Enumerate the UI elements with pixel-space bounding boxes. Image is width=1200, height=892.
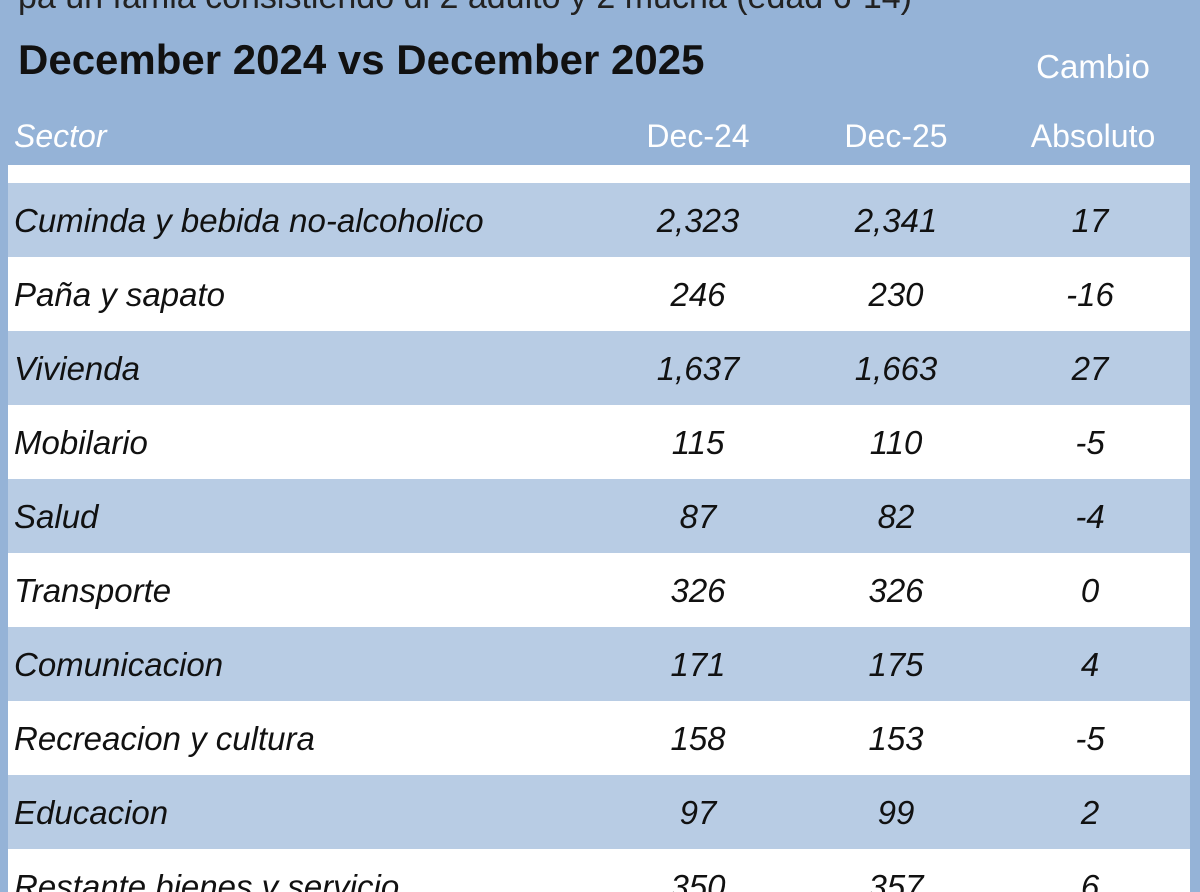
- value-cell: -5: [1075, 424, 1105, 461]
- table-row: Restante bienes y servicio 350 357 6: [8, 849, 1190, 892]
- table-body: Cuminda y bebida no-alcoholico 2,323 2,341…: [8, 165, 1190, 892]
- title: December 2024 vs December 2025: [18, 36, 705, 83]
- value-cell: 246: [670, 276, 726, 313]
- value-cell: -4: [1075, 498, 1105, 535]
- table-row: Recreacion y cultura 158 153 -5: [8, 701, 1190, 775]
- value-cell: 97: [679, 794, 717, 831]
- table-row: Educacion 97 99 2: [8, 775, 1190, 849]
- value-cell: 115: [671, 424, 725, 461]
- value-cell: -5: [1075, 720, 1105, 757]
- sector-cell: Paña y sapato: [14, 276, 225, 313]
- value-cell: 326: [670, 572, 726, 609]
- table-row: Transporte 326 326 0: [8, 553, 1190, 627]
- sector-cell: Educacion: [14, 794, 169, 831]
- sector-cell: Transporte: [14, 572, 172, 609]
- value-cell: 99: [877, 794, 915, 831]
- value-cell: 326: [868, 572, 924, 609]
- sector-cell: Vivienda: [14, 350, 140, 387]
- value-cell: 171: [670, 646, 726, 683]
- value-cell: 2,323: [656, 202, 740, 239]
- value-cell: 82: [877, 498, 915, 535]
- column-header: Sector: [14, 118, 107, 154]
- sector-cell: Cuminda y bebida no-alcoholico: [14, 202, 484, 239]
- value-cell: 357: [868, 868, 924, 892]
- column-header: Dec-25: [844, 118, 948, 154]
- table-row: Vivienda 1,637 1,663 27: [8, 331, 1190, 405]
- sector-cell: Comunicacion: [14, 646, 224, 683]
- intro-text: pa un famia consistiendo di 2 adulto y 2…: [18, 0, 912, 17]
- value-cell: 175: [868, 646, 924, 683]
- value-cell: 2: [1080, 794, 1100, 831]
- column-header: Absoluto: [1030, 118, 1156, 154]
- value-cell: 1,663: [854, 350, 938, 387]
- sector-cell: Mobilario: [14, 424, 148, 461]
- table-row: Comunicacion 171 175 4: [8, 627, 1190, 701]
- value-cell: 87: [679, 498, 717, 535]
- value-cell: 27: [1071, 350, 1109, 387]
- value-cell: 153: [868, 720, 924, 757]
- table-row: Cuminda y bebida no-alcoholico 2,323 2,341…: [8, 183, 1190, 257]
- table-row: Paña y sapato 246 230 -16: [8, 257, 1190, 331]
- change-label: Cambio: [1036, 48, 1150, 85]
- table-row: Mobilario 115 110 -5: [8, 405, 1190, 479]
- value-cell: 2,341: [854, 202, 938, 239]
- value-cell: 0: [1080, 572, 1100, 609]
- value-cell: -16: [1066, 276, 1114, 313]
- value-cell: 230: [868, 276, 924, 313]
- value-cell: 17: [1071, 202, 1109, 239]
- value-cell: 110: [869, 424, 923, 461]
- value-cell: 350: [670, 868, 726, 892]
- sector-cell: Recreacion y cultura: [14, 720, 315, 757]
- value-cell: 1,637: [656, 350, 740, 387]
- column-header: Dec-24: [646, 118, 750, 154]
- table-row: Salud 87 82 -4: [8, 479, 1190, 553]
- value-cell: 6: [1080, 868, 1100, 892]
- value-cell: 4: [1080, 646, 1100, 683]
- sector-cell: Salud: [14, 498, 99, 535]
- value-cell: 158: [670, 720, 726, 757]
- sector-cell: Restante bienes y servicio: [14, 868, 400, 892]
